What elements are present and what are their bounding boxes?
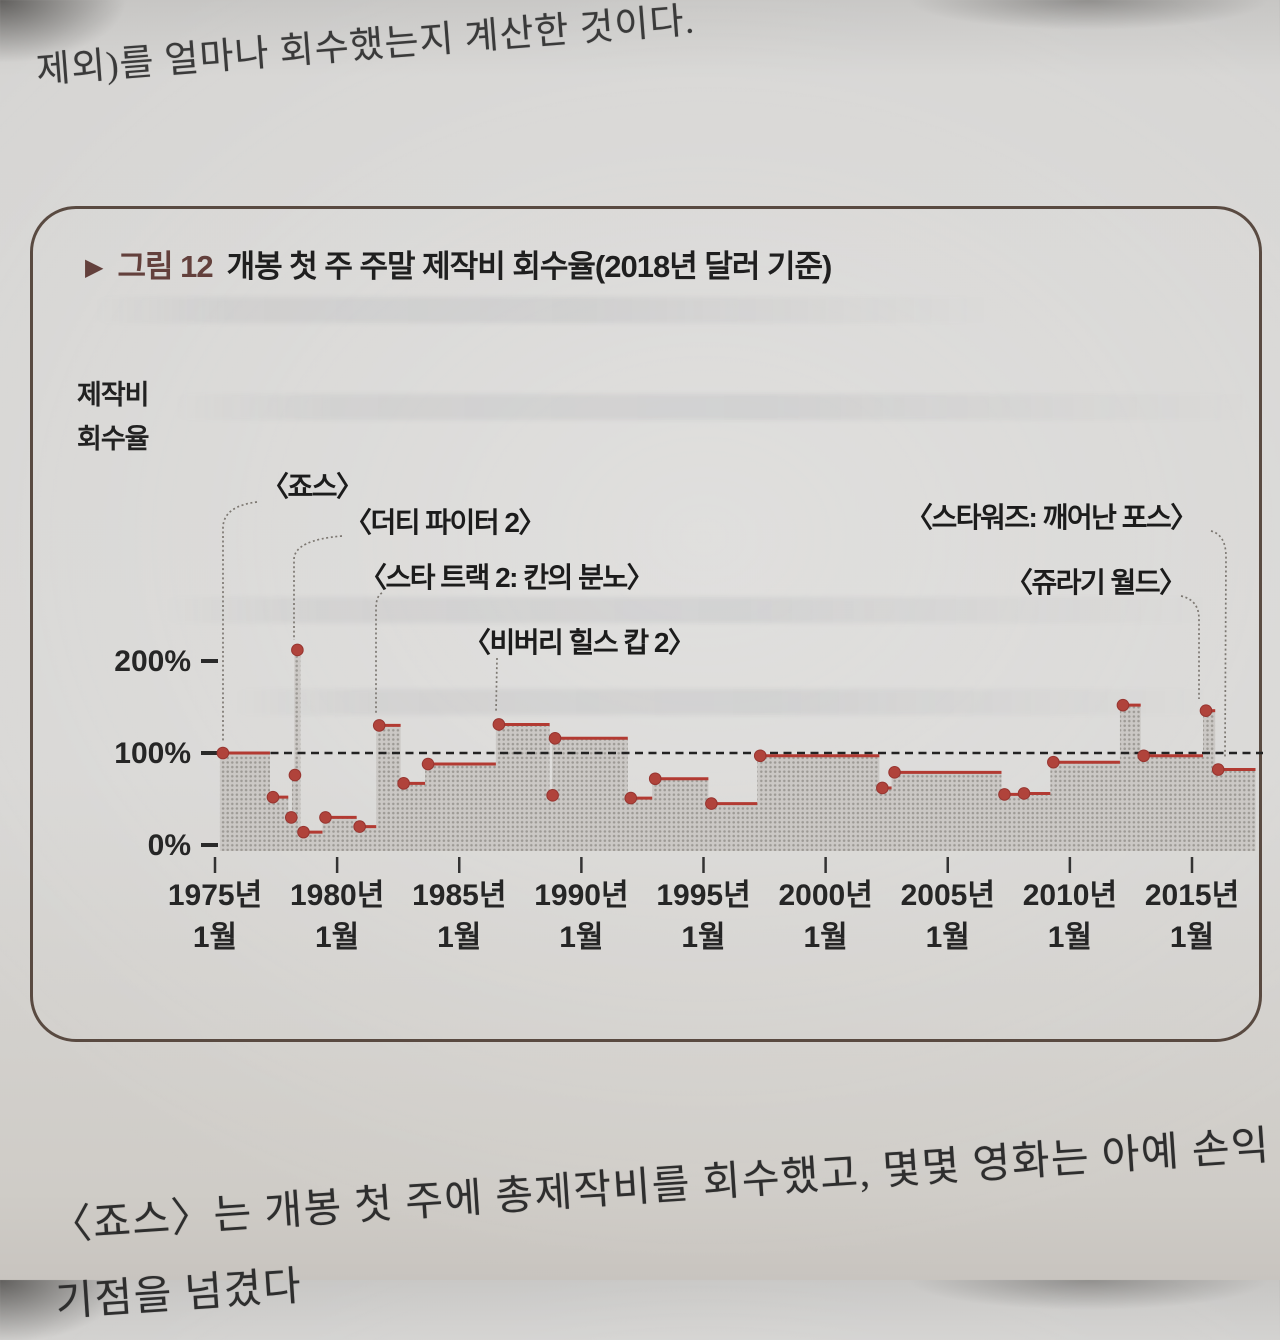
annotation-label: 〈죠스〉 [261,471,364,502]
release-dot [705,797,718,810]
y-tick [201,659,218,663]
release-dot [216,746,230,760]
release-dot [266,790,280,804]
release-dot [998,788,1011,801]
x-tick-label-month: 1월 [559,921,603,954]
figure-frame: ▶ 그림 12 개봉 첫 주 주말 제작비 회수율(2018년 달러 기준) 제… [30,206,1263,1042]
release-dot [1017,787,1031,800]
release-dot [492,718,506,731]
x-tick-label-month: 1월 [1170,921,1214,954]
release-dot [288,768,302,782]
bleedthrough-streak [173,394,1253,420]
x-tick-label-month: 1월 [315,921,359,954]
release-dot [1211,763,1225,776]
y-tick-label: 0% [148,829,191,862]
figure-number: 그림 12 [117,249,213,284]
release-dot [372,719,386,732]
release-dot [319,811,332,824]
annotation-leader-line [293,535,343,640]
x-tick-label-month: 1월 [926,921,970,954]
annotation-label: 〈쥬라기 월드〉 [1005,567,1187,598]
x-tick-label-year: 1985년 [412,879,506,912]
y-axis-title-line2: 회수율 [77,424,150,454]
release-dot [624,791,638,805]
figure-title: ▶ 그림 12 개봉 첫 주 주말 제작비 회수율(2018년 달러 기준) [85,241,833,286]
release-dot [421,757,435,771]
bleedthrough-streak [93,297,993,323]
annotation-label: 〈스타워즈: 깨어난 포스〉 [905,502,1198,533]
x-tick-label-month: 1월 [1048,921,1092,954]
release-dot [397,777,410,790]
y-tick-label: 100% [114,737,191,770]
release-dot [648,772,662,786]
annotation-leader-line [222,501,258,742]
step-area-chart: 0% 100% 200% 1975년 1월 1980년 1월 1985년 1월 1990년 1월 19… [114,501,1263,954]
annotation-leader-line [1210,530,1227,758]
recovery-area-fill [219,649,1256,851]
release-dot [888,766,901,779]
annotation-label: 〈스타 트랙 2: 칸의 분노〉 [359,562,655,593]
release-dot [876,781,889,795]
release-dot [353,820,366,833]
y-axis-title-line1: 제작비 [77,380,150,410]
annotation-label: 〈비버리 힐스 캅 2〉 [463,627,696,658]
bleedthrough-streak [163,597,1213,623]
x-tick-label-month: 1월 [437,921,481,954]
x-tick-label-year: 1990년 [534,879,628,912]
annotation-label: 〈더티 파이터 2〉 [344,507,546,538]
release-dot [1199,704,1213,717]
y-tick-label: 200% [114,645,191,678]
y-tick [201,843,218,847]
release-dot [297,825,310,839]
annotation-leader-line [375,592,383,714]
release-dot [546,789,559,802]
x-tick-label-year: 1995년 [656,879,750,912]
x-tick-label-year: 2000년 [778,879,872,912]
page-bottom-paragraph: 〈죠스〉는 개봉 첫 주에 총제작비를 회수했고, 몇몇 영화는 아예 손익 기… [48,1107,1278,1340]
y-tick [201,751,218,755]
release-dot [753,749,767,763]
page-top-paragraph: 제외)를 얼마나 회수했는지 계산한 것이다. [34,0,697,92]
release-dot [291,643,304,657]
x-tick-label-month: 1월 [681,921,725,954]
x-tick-label-year: 2005년 [901,879,995,912]
y-axis-title: 제작비 회수율 [77,373,150,461]
figure-marker-icon: ▶ [85,254,104,281]
annotation-leader-line [495,657,498,714]
x-tick-label-year: 1975년 [168,879,262,912]
release-dot [548,731,562,745]
figure-title-text: 개봉 첫 주 주말 제작비 회수율(2018년 달러 기준) [226,249,833,284]
x-tick-label-month: 1월 [193,921,237,954]
bleedthrough-streak [233,689,1213,715]
annotation-leader-line [1180,595,1200,699]
x-tick-label-year: 2010년 [1023,879,1117,912]
x-tick-label-month: 1월 [803,921,847,954]
release-dot [1116,698,1130,712]
release-dot [1047,755,1060,769]
x-tick-label-year: 1980년 [290,879,384,912]
release-dot [284,811,298,824]
x-tick-label-year: 2015년 [1145,879,1239,912]
release-dot [1137,749,1151,763]
